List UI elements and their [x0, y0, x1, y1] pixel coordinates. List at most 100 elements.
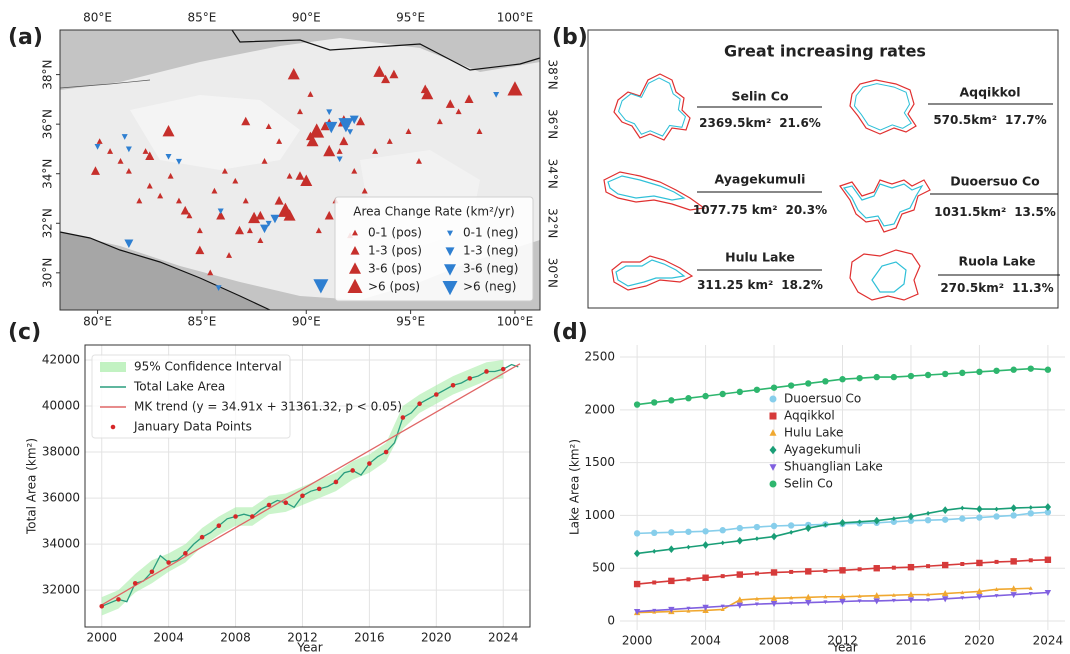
panel-label: (c): [8, 320, 41, 345]
marker: [1028, 558, 1033, 563]
map-point: [167, 172, 174, 179]
lake-name: Ayagekumuli: [715, 172, 806, 187]
marker: [484, 369, 489, 374]
map-point: [297, 108, 303, 115]
map-point: [241, 116, 251, 126]
legend-marker: [350, 246, 360, 255]
map-point: [361, 187, 368, 194]
map-point: [146, 182, 153, 189]
marker: [839, 593, 846, 600]
legend-label: Ayagekumuli: [784, 443, 861, 457]
lake-rate: 21.6%: [779, 116, 821, 130]
lake-name: Duoersuo Co: [950, 174, 1040, 189]
marker: [873, 592, 880, 599]
marker: [789, 529, 794, 535]
map-point: [234, 225, 244, 235]
marker: [1010, 512, 1017, 519]
legend-swatch: [769, 412, 777, 420]
legend-swatch: [110, 424, 116, 430]
legend-label: Total Lake Area: [133, 380, 225, 394]
marker: [450, 382, 456, 388]
marker: [873, 598, 880, 605]
marker: [770, 594, 778, 601]
marker: [753, 523, 761, 531]
marker: [976, 594, 983, 601]
marker: [770, 532, 778, 541]
marker: [702, 604, 709, 611]
plot-frame: [84, 344, 531, 628]
lake-name: Ruola Lake: [958, 254, 1035, 269]
marker: [941, 370, 949, 378]
y-tick-label: 30°N: [41, 258, 55, 288]
map-point: [373, 65, 386, 77]
marker: [720, 574, 725, 579]
marker: [1010, 366, 1017, 373]
x-tick-label: 80°E: [83, 315, 112, 329]
series-line: [101, 363, 519, 607]
marker: [686, 606, 691, 611]
marker: [652, 608, 657, 613]
y-tick-label: 40000: [42, 399, 80, 413]
marker: [719, 390, 726, 398]
marker: [233, 514, 238, 519]
marker: [652, 548, 657, 554]
marker: [434, 392, 439, 397]
legend-label: 3-6 (neg): [463, 262, 518, 276]
x-tick-label: 95°E: [396, 11, 425, 25]
marker: [907, 597, 915, 604]
x-tick-label: 95°E: [396, 315, 425, 329]
marker: [976, 514, 983, 521]
marker: [941, 516, 949, 523]
marker: [668, 545, 675, 554]
marker: [770, 569, 778, 576]
map-point: [372, 148, 379, 154]
marker: [873, 565, 880, 572]
lake-name: Hulu Lake: [725, 250, 795, 265]
marker: [994, 594, 999, 598]
map-point: [125, 146, 132, 153]
marker: [668, 606, 675, 613]
marker: [1028, 586, 1033, 590]
legend-marker: [442, 281, 458, 296]
map-point: [325, 121, 338, 134]
marker: [668, 577, 675, 585]
map-point: [421, 87, 434, 100]
map-point: [313, 279, 329, 294]
map-point: [436, 118, 443, 125]
confidence-band: [101, 359, 504, 616]
marker: [736, 602, 744, 609]
legend-marker: [445, 247, 455, 256]
y-tick-label: 30°N: [546, 258, 560, 288]
legend-label: 0-1 (neg): [463, 226, 518, 240]
map-point: [242, 197, 249, 204]
legend-label: Aqqikkol: [784, 409, 835, 423]
map-point: [336, 148, 343, 154]
marker: [891, 592, 896, 597]
map-point: [349, 115, 359, 125]
map-point: [306, 134, 319, 147]
marker: [959, 515, 966, 522]
x-tick-label: 2024: [1033, 634, 1064, 648]
x-tick-label: 2000: [622, 634, 653, 648]
marker: [770, 601, 778, 608]
marker: [1010, 592, 1017, 599]
x-tick-label: 2000: [86, 631, 117, 645]
marker: [941, 596, 949, 603]
lake-name: Aqqikkol: [959, 85, 1020, 100]
marker: [1027, 510, 1034, 517]
panel-label: (a): [8, 25, 43, 50]
map-point: [232, 177, 239, 184]
marker: [754, 602, 759, 607]
legend-label: Duoersuo Co: [784, 392, 861, 406]
marker: [702, 528, 709, 535]
marker: [994, 559, 999, 564]
legend-box: [334, 196, 534, 302]
map-point: [389, 69, 399, 79]
lake-area: 2369.5km²: [699, 116, 771, 130]
marker: [926, 592, 931, 597]
map-point: [265, 220, 272, 227]
marker: [736, 524, 744, 532]
legend-swatch: [769, 445, 777, 455]
map-point: [323, 144, 336, 157]
marker: [857, 594, 862, 598]
